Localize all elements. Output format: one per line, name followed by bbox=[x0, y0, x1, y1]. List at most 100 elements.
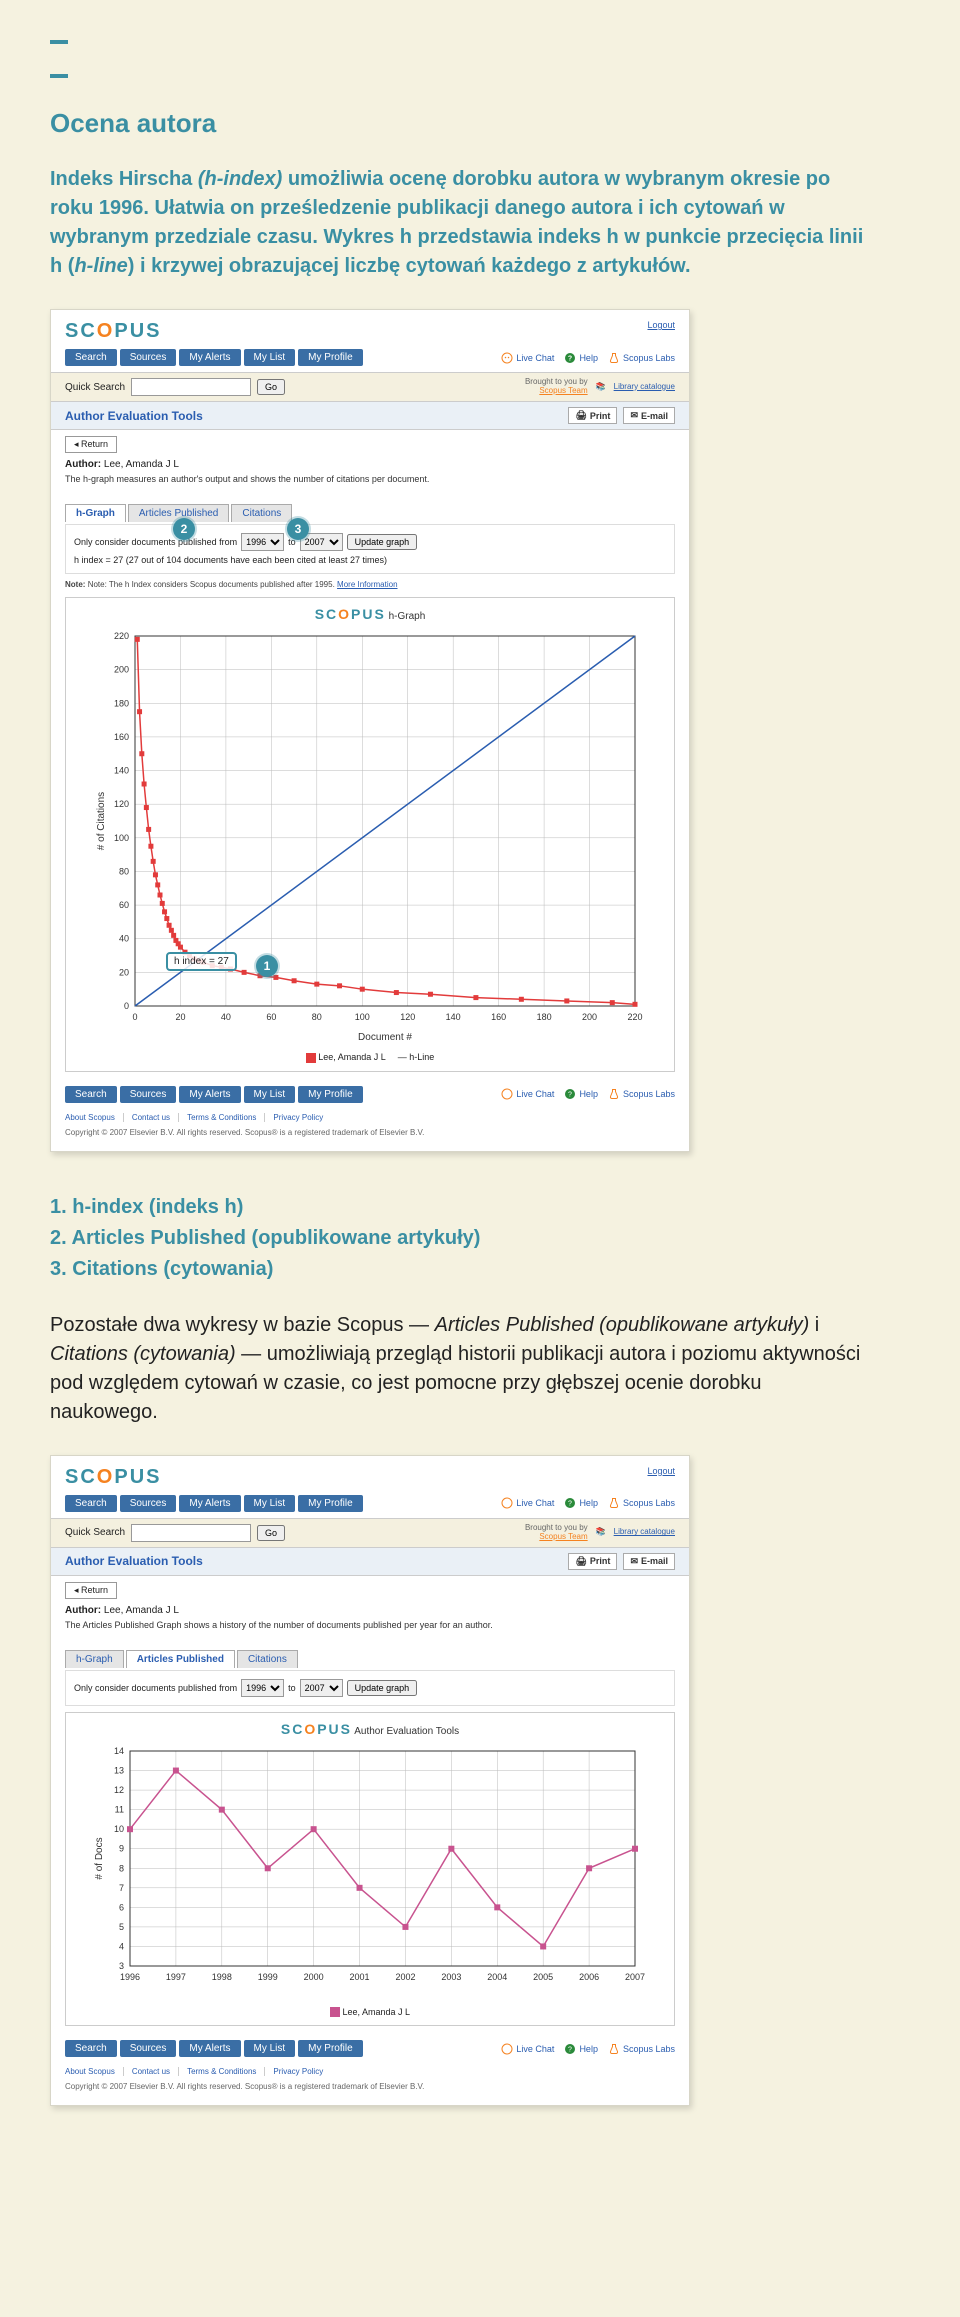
quick-search-input[interactable] bbox=[131, 1524, 251, 1542]
print-button[interactable]: 🖨Print bbox=[568, 407, 617, 424]
year-to-select[interactable]: 2007 bbox=[300, 1679, 343, 1697]
about-link[interactable]: About Scopus bbox=[65, 2067, 124, 2076]
year-from-select[interactable]: 1996 bbox=[241, 1679, 284, 1697]
privacy-link[interactable]: Privacy Policy bbox=[273, 2067, 331, 2076]
tab-hgraph[interactable]: h-Graph bbox=[65, 1650, 124, 1668]
nav-profile[interactable]: My Profile bbox=[298, 349, 362, 366]
footer-nav-alerts[interactable]: My Alerts bbox=[179, 1086, 240, 1103]
go-button[interactable]: Go bbox=[257, 379, 285, 395]
live-chat-link[interactable]: Live Chat bbox=[501, 1497, 554, 1509]
contact-link[interactable]: Contact us bbox=[132, 1113, 179, 1122]
svg-text:60: 60 bbox=[266, 1012, 276, 1022]
footer-live-chat[interactable]: Live Chat bbox=[501, 1088, 554, 1100]
nav-profile[interactable]: My Profile bbox=[298, 1495, 362, 1512]
decor-dash-1 bbox=[50, 40, 68, 44]
footer-nav-profile[interactable]: My Profile bbox=[298, 1086, 362, 1103]
svg-text:?: ? bbox=[568, 1501, 572, 1508]
footer-help[interactable]: ?Help bbox=[564, 2043, 598, 2055]
svg-text:7: 7 bbox=[119, 1882, 124, 1892]
body-paragraph-2: Pozostałe dwa wykresy w bazie Scopus — A… bbox=[50, 1311, 870, 1427]
footer-live-chat[interactable]: Live Chat bbox=[501, 2043, 554, 2055]
go-button[interactable]: Go bbox=[257, 1525, 285, 1541]
tab-hgraph[interactable]: h-Graph bbox=[65, 504, 126, 522]
filter-label: Only consider documents published from bbox=[74, 537, 237, 547]
flask-icon bbox=[608, 352, 620, 364]
footer-nav-search[interactable]: Search bbox=[65, 1086, 117, 1103]
footer-nav-profile[interactable]: My Profile bbox=[298, 2040, 362, 2057]
legend-series: Lee, Amanda J L bbox=[342, 2007, 410, 2017]
svg-text:12: 12 bbox=[114, 1785, 124, 1795]
footer-nav-alerts[interactable]: My Alerts bbox=[179, 2040, 240, 2057]
header-right-links: Live Chat ?Help Scopus Labs bbox=[501, 352, 675, 364]
email-button[interactable]: ✉E-mail bbox=[623, 407, 675, 424]
footer-nav-list[interactable]: My List bbox=[244, 2040, 296, 2057]
library-catalogue-link[interactable]: Library catalogue bbox=[614, 1528, 675, 1537]
scopus-team-link[interactable]: Scopus Team bbox=[525, 387, 588, 396]
return-button[interactable]: ◂ Return bbox=[65, 1582, 117, 1599]
svg-text:2007: 2007 bbox=[625, 1972, 645, 1982]
footer-nav-list[interactable]: My List bbox=[244, 1086, 296, 1103]
email-button[interactable]: ✉E-mail bbox=[623, 1553, 675, 1570]
terms-link[interactable]: Terms & Conditions bbox=[187, 1113, 265, 1122]
terms-link[interactable]: Terms & Conditions bbox=[187, 2067, 265, 2076]
scopus-team-link[interactable]: Scopus Team bbox=[525, 1533, 588, 1542]
svg-text:180: 180 bbox=[537, 1012, 552, 1022]
nav-sources[interactable]: Sources bbox=[120, 1495, 177, 1512]
about-link[interactable]: About Scopus bbox=[65, 1113, 124, 1122]
footer-nav-sources[interactable]: Sources bbox=[120, 2040, 177, 2057]
svg-text:0: 0 bbox=[132, 1012, 137, 1022]
nav-alerts[interactable]: My Alerts bbox=[179, 1495, 240, 1512]
nav-list[interactable]: My List bbox=[244, 1495, 296, 1512]
legend-item-2: 2. Articles Published (opublikowane arty… bbox=[50, 1223, 910, 1254]
update-graph-button[interactable]: Update graph bbox=[347, 1680, 418, 1696]
library-catalogue-link[interactable]: Library catalogue bbox=[614, 383, 675, 392]
author-label: Author: bbox=[65, 459, 101, 470]
mail-icon: ✉ bbox=[630, 1556, 638, 1567]
footer-labs[interactable]: Scopus Labs bbox=[608, 2043, 675, 2055]
nav-search[interactable]: Search bbox=[65, 1495, 117, 1512]
flask-icon bbox=[608, 1497, 620, 1509]
footer-nav-search[interactable]: Search bbox=[65, 2040, 117, 2057]
callout-legend: 1. h-index (indeks h) 2. Articles Publis… bbox=[50, 1192, 910, 1285]
update-graph-button[interactable]: Update graph bbox=[347, 534, 418, 550]
svg-text:# of Citations: # of Citations bbox=[96, 792, 107, 850]
graph-description: The h-graph measures an author's output … bbox=[65, 474, 675, 484]
svg-text:20: 20 bbox=[175, 1012, 185, 1022]
help-link[interactable]: ?Help bbox=[564, 1497, 598, 1509]
help-link[interactable]: ?Help bbox=[564, 352, 598, 364]
footer-help[interactable]: ?Help bbox=[564, 1088, 598, 1100]
svg-text:0: 0 bbox=[124, 1001, 129, 1011]
nav-search[interactable]: Search bbox=[65, 349, 117, 366]
tab-articles[interactable]: Articles Published bbox=[126, 1650, 235, 1668]
h-index-annotation: h index = 27 bbox=[166, 952, 237, 971]
privacy-link[interactable]: Privacy Policy bbox=[273, 1113, 331, 1122]
print-button[interactable]: 🖨Print bbox=[568, 1553, 617, 1570]
labs-link[interactable]: Scopus Labs bbox=[608, 1497, 675, 1509]
more-info-link[interactable]: More Information bbox=[337, 580, 397, 589]
footer-labs[interactable]: Scopus Labs bbox=[608, 1088, 675, 1100]
svg-text:6: 6 bbox=[119, 1902, 124, 1912]
flask-icon bbox=[608, 2043, 620, 2055]
svg-text:2004: 2004 bbox=[487, 1972, 507, 1982]
brought-by: Brought to you byScopus Team 📚 Library c… bbox=[525, 378, 675, 396]
tab-citations[interactable]: Citations bbox=[231, 504, 292, 522]
labs-link[interactable]: Scopus Labs bbox=[608, 352, 675, 364]
quick-search-input[interactable] bbox=[131, 378, 251, 396]
logout-link[interactable]: Logout bbox=[647, 1466, 675, 1476]
nav-alerts[interactable]: My Alerts bbox=[179, 349, 240, 366]
section-heading: Author Evaluation Tools bbox=[65, 409, 203, 423]
svg-text:# of Docs: # of Docs bbox=[94, 1837, 105, 1879]
author-value: Lee, Amanda J L bbox=[104, 459, 179, 470]
year-from-select[interactable]: 1996 bbox=[241, 533, 284, 551]
nav-sources[interactable]: Sources bbox=[120, 349, 177, 366]
footer-nav-sources[interactable]: Sources bbox=[120, 1086, 177, 1103]
live-chat-link[interactable]: Live Chat bbox=[501, 352, 554, 364]
intro-paragraph: Indeks Hirscha (h-index) umożliwia ocenę… bbox=[50, 165, 870, 281]
contact-link[interactable]: Contact us bbox=[132, 2067, 179, 2076]
tab-citations[interactable]: Citations bbox=[237, 1650, 298, 1668]
nav-list[interactable]: My List bbox=[244, 349, 296, 366]
logout-link[interactable]: Logout bbox=[647, 320, 675, 330]
svg-text:140: 140 bbox=[446, 1012, 461, 1022]
return-button[interactable]: ◂ Return bbox=[65, 436, 117, 453]
svg-text:10: 10 bbox=[114, 1824, 124, 1834]
